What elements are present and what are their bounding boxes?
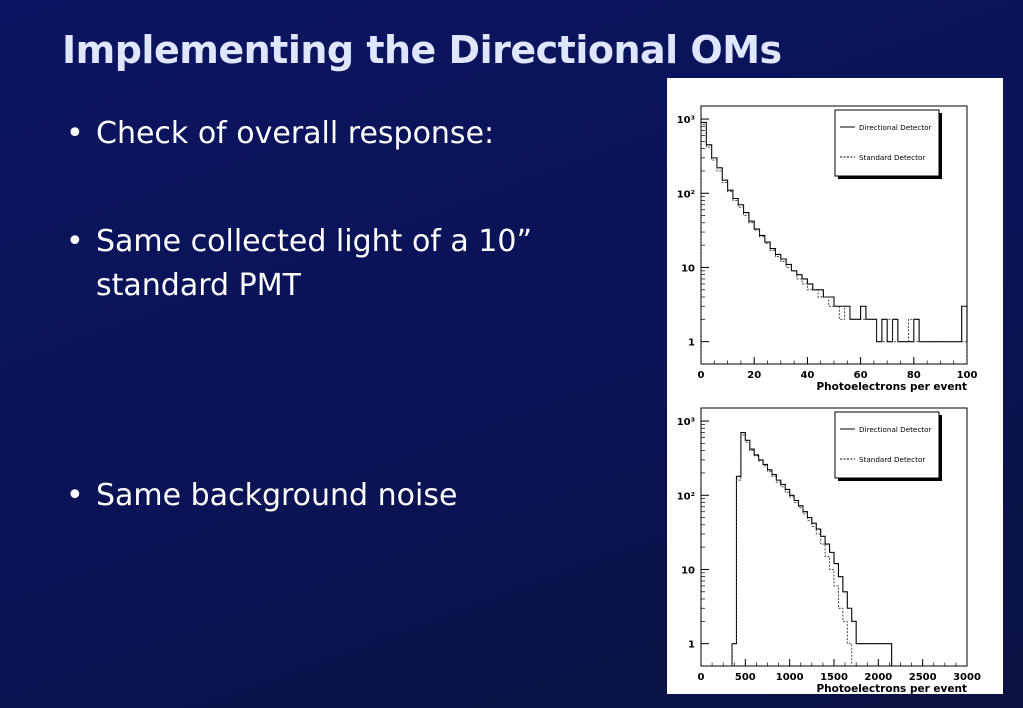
figure-panel: 0 20 40 60 80 100 1 10 10² 10³ Photoelectrons per …	[667, 78, 1003, 694]
y-tick-label: 1	[688, 338, 695, 349]
bullet-dot: •	[66, 224, 84, 259]
bullet-item: • Check of overall response:	[66, 112, 616, 156]
bullet-text: Same background noise	[96, 478, 458, 513]
x-tick-label: 20	[747, 370, 761, 381]
bullet-text: Same collected light of a 10” standard P…	[96, 224, 533, 303]
y-tick-label: 10	[681, 263, 695, 274]
histogram-chart-2: 0 500 1000 1500 2000 2500 3000 1 10 10² 10³ Photoel…	[677, 407, 981, 694]
legend-label: Directional Detector	[859, 123, 932, 132]
histogram-chart-1: 0 20 40 60 80 100 1 10 10² 10³ Photoelectrons per …	[677, 105, 978, 393]
x-tick-label: 40	[800, 370, 814, 381]
x-tick-label: 0	[698, 370, 705, 381]
series-line-standard	[700, 123, 968, 364]
y-tick-label: 10²	[677, 189, 695, 200]
x-axis-label: Photoelectrons per event	[816, 683, 967, 694]
x-tick-label: 500	[735, 672, 756, 683]
x-tick-label: 1000	[776, 672, 804, 683]
x-tick-label: 2500	[909, 672, 937, 683]
bullet-dot: •	[66, 116, 84, 151]
y-tick-label: 1	[688, 640, 695, 651]
y-tick-label: 10³	[677, 417, 695, 428]
bullet-text: Check of overall response:	[96, 116, 495, 151]
bullet-dot: •	[66, 478, 84, 513]
y-tick-label: 10²	[677, 491, 695, 502]
legend-label: Directional Detector	[859, 425, 932, 434]
x-tick-label: 100	[957, 370, 978, 381]
bullet-item: • Same collected light of a 10” standard…	[66, 220, 616, 308]
y-tick-label: 10	[681, 565, 695, 576]
legend-box	[834, 109, 940, 177]
legend-label: Standard Detector	[859, 153, 925, 162]
slide-title: Implementing the Directional OMs	[62, 28, 782, 72]
y-tick-label: 10³	[677, 115, 695, 126]
x-tick-label: 1500	[820, 672, 848, 683]
bullet-item: • Same background noise	[66, 474, 616, 518]
series-line-directional	[700, 121, 968, 364]
series-line-standard	[731, 434, 853, 666]
x-tick-label: 0	[698, 672, 705, 683]
x-tick-label: 80	[907, 370, 921, 381]
x-axis-label: Photoelectrons per event	[816, 381, 967, 393]
legend-label: Standard Detector	[859, 455, 925, 464]
x-tick-label: 60	[854, 370, 868, 381]
x-tick-label: 2000	[864, 672, 892, 683]
legend-box	[834, 411, 940, 479]
x-tick-label: 3000	[953, 672, 981, 683]
